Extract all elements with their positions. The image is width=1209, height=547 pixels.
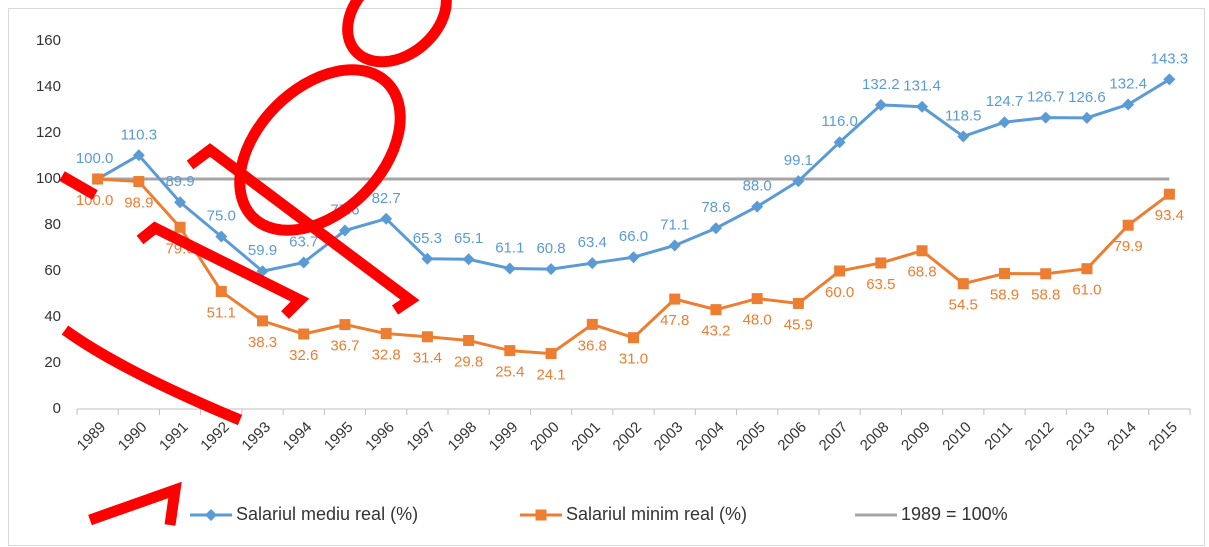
data-label: 124.7 [986, 93, 1024, 110]
data-label: 116.0 [821, 113, 857, 130]
data-label: 59.9 [248, 242, 277, 259]
data-label: 79.9 [1114, 238, 1143, 255]
data-label: 75.0 [207, 207, 236, 224]
marker [536, 510, 547, 521]
marker [1040, 268, 1051, 279]
data-label: 51.1 [207, 304, 236, 321]
marker [257, 315, 268, 326]
data-label: 132.4 [1109, 75, 1147, 92]
data-label: 110.3 [121, 126, 157, 143]
data-label: 32.8 [372, 347, 401, 364]
data-label: 89.9 [165, 173, 194, 190]
y-tick-label: 120 [36, 124, 61, 141]
data-label: 60.8 [536, 240, 565, 257]
data-label: 32.6 [289, 347, 318, 364]
marker [834, 266, 845, 277]
data-label: 54.5 [949, 297, 978, 314]
data-label: 68.8 [907, 264, 936, 281]
marker [1164, 189, 1175, 200]
data-label: 58.8 [1031, 287, 1060, 304]
data-label: 131.4 [903, 78, 941, 95]
marker [958, 278, 969, 289]
legend-label: Salariul mediu real (%) [236, 504, 418, 524]
marker [793, 298, 804, 309]
data-label: 66.0 [619, 228, 648, 245]
data-label: 100.0 [76, 150, 114, 167]
y-tick-label: 40 [44, 308, 61, 325]
y-tick-label: 160 [36, 32, 61, 49]
data-label: 31.4 [413, 350, 442, 367]
marker [752, 293, 763, 304]
data-label: 65.1 [454, 230, 483, 247]
data-label: 31.0 [619, 351, 648, 368]
marker [999, 268, 1010, 279]
y-tick-label: 100 [36, 170, 61, 187]
marker [92, 174, 103, 185]
marker [917, 245, 928, 256]
data-label: 63.4 [578, 234, 607, 251]
marker [546, 348, 557, 359]
data-label: 126.6 [1068, 89, 1106, 106]
data-label: 29.8 [454, 353, 483, 370]
data-label: 45.9 [784, 316, 813, 333]
y-tick-label: 80 [44, 216, 61, 233]
y-tick-label: 140 [36, 78, 61, 95]
data-label: 126.7 [1027, 89, 1065, 106]
marker [463, 335, 474, 346]
data-label: 71.1 [660, 216, 689, 233]
chart: 0204060801001201401601989199019911992199… [0, 0, 1209, 547]
data-label: 61.1 [495, 239, 524, 256]
marker [133, 176, 144, 187]
data-label: 93.4 [1155, 207, 1184, 224]
marker [422, 331, 433, 342]
marker [175, 222, 186, 233]
data-label: 88.0 [743, 178, 772, 195]
y-tick-label: 60 [44, 262, 61, 279]
data-label: 25.4 [495, 364, 524, 381]
data-label: 38.3 [248, 334, 277, 351]
marker [1123, 220, 1134, 231]
marker [669, 294, 680, 305]
marker [875, 257, 886, 268]
marker [587, 319, 598, 330]
page: {"chart_data": {"type": "line", "categor… [0, 0, 1209, 547]
chart-frame [9, 9, 1205, 546]
marker [298, 329, 309, 340]
legend-label: 1989 = 100% [901, 504, 1008, 524]
marker [628, 332, 639, 343]
data-label: 82.7 [372, 190, 401, 207]
data-label: 61.0 [1072, 282, 1101, 299]
data-label: 78.6 [701, 199, 730, 216]
data-label: 36.7 [330, 338, 359, 355]
data-label: 132.2 [862, 76, 900, 93]
marker [381, 328, 392, 339]
y-tick-label: 20 [44, 354, 61, 371]
marker [216, 286, 227, 297]
data-label: 48.0 [743, 312, 772, 329]
data-label: 60.0 [825, 284, 854, 301]
marker [339, 319, 350, 330]
marker [504, 345, 515, 356]
data-label: 99.1 [784, 152, 813, 169]
data-label: 36.8 [578, 337, 607, 354]
marker [710, 304, 721, 315]
data-label: 118.5 [945, 107, 981, 124]
data-label: 65.3 [413, 230, 442, 247]
data-label: 63.7 [289, 233, 318, 250]
legend-label: Salariul minim real (%) [566, 504, 747, 524]
data-label: 63.5 [866, 276, 895, 293]
y-tick-label: 0 [53, 400, 61, 417]
marker [1081, 263, 1092, 274]
data-label: 98.9 [124, 194, 153, 211]
data-label: 47.8 [660, 312, 689, 329]
data-label: 143.3 [1151, 50, 1189, 67]
data-label: 43.2 [701, 323, 730, 340]
data-label: 24.1 [536, 367, 565, 384]
data-label: 58.9 [990, 286, 1019, 303]
